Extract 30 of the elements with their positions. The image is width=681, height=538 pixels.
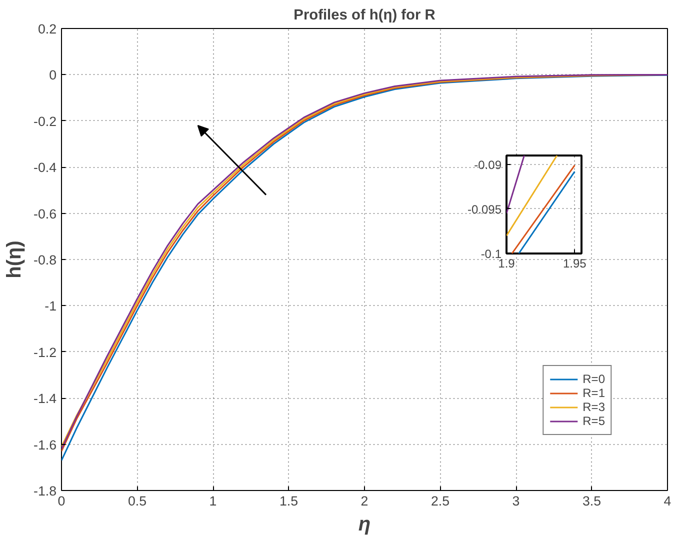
x-tick-label: 3 xyxy=(512,494,520,508)
x-tick-label: 4 xyxy=(664,494,672,508)
y-tick-label: -1.8 xyxy=(34,484,56,498)
x-tick-label: 3.5 xyxy=(582,494,602,508)
x-tick-label: 0.5 xyxy=(128,494,147,508)
legend-label: R=3 xyxy=(582,400,605,414)
y-tick-label: -1.2 xyxy=(34,344,56,360)
x-tick-label: 2 xyxy=(360,494,368,508)
y-tick-label: -0.095 xyxy=(467,202,502,216)
y-tick-label: -0.2 xyxy=(34,114,56,129)
y-tick-label: -0.8 xyxy=(34,252,56,268)
x-axis-title: η xyxy=(358,514,371,536)
x-tick-label: 1.5 xyxy=(279,494,298,508)
x-tick-label: 2.5 xyxy=(430,494,450,508)
y-tick-label: -1.6 xyxy=(34,437,56,452)
legend-label: R=0 xyxy=(582,372,605,386)
x-tick-label: 1 xyxy=(209,494,217,508)
y-tick-label: 0.2 xyxy=(38,22,57,36)
x-tick-label: 1.9 xyxy=(498,256,516,270)
y-tick-label: -1.4 xyxy=(34,391,58,406)
legend-label: R=5 xyxy=(582,414,605,428)
y-tick-label: 0 xyxy=(49,68,57,83)
legend-label: R=1 xyxy=(582,386,605,400)
chart-title: Profiles of h(η) for R xyxy=(294,8,436,24)
y-axis-title: h(η) xyxy=(4,240,26,278)
y-tick-label: -0.4 xyxy=(34,160,58,176)
y-tick-label: -1 xyxy=(44,298,57,314)
x-tick-label: 1.95 xyxy=(563,256,587,270)
y-tick-label: -0.09 xyxy=(474,158,502,172)
y-tick-label: -0.6 xyxy=(34,206,56,222)
